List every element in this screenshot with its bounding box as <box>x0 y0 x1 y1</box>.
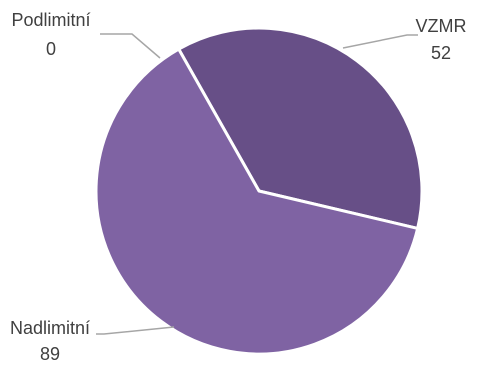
leader-lines <box>96 33 418 335</box>
leader-line-podlimitni <box>100 33 161 59</box>
slice-label-nadlimitni-name: Nadlimitní <box>10 318 90 338</box>
slice-label-podlimitni-value: 0 <box>46 39 56 59</box>
leader-line-nadlimitni <box>96 326 175 335</box>
slice-label-vzmr-value: 52 <box>431 43 451 63</box>
pie-slice-nadlimitni <box>94 47 420 356</box>
pie-slice-vzmr <box>177 26 424 230</box>
leader-line-vzmr <box>342 34 418 49</box>
pie-slices <box>94 26 424 356</box>
slice-label-podlimitni-name: Podlimitní <box>11 10 90 30</box>
slice-label-nadlimitni-value: 89 <box>40 344 60 364</box>
slice-label-vzmr-name: VZMR <box>416 16 467 36</box>
